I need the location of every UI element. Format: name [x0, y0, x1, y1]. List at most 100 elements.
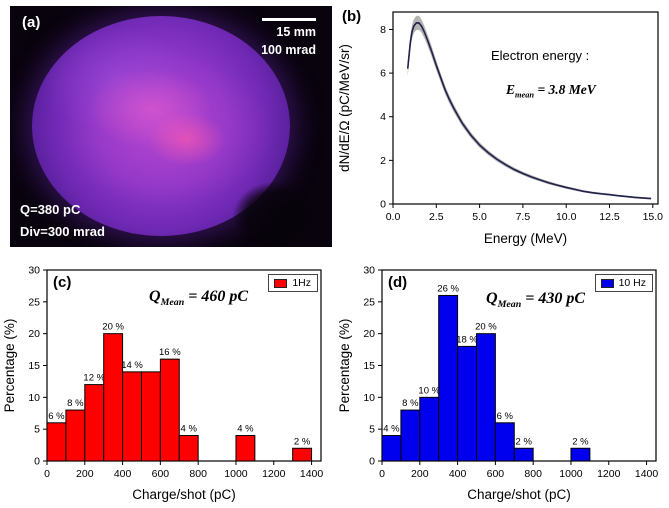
scale-bar	[262, 18, 316, 21]
svg-text:200: 200	[411, 468, 429, 480]
svg-text:2 %: 2 %	[516, 436, 533, 447]
svg-text:6 %: 6 %	[48, 411, 65, 422]
svg-text:10: 10	[363, 392, 375, 404]
svg-text:8: 8	[380, 24, 386, 36]
panel-label-b: (b)	[342, 8, 362, 25]
svg-text:2: 2	[380, 155, 386, 167]
svg-text:26 %: 26 %	[437, 283, 459, 294]
svg-text:10.0: 10.0	[556, 211, 577, 223]
legend-label-10hz: 10 Hz	[618, 277, 646, 289]
legend-1hz: 1Hz	[268, 274, 318, 292]
svg-text:1000: 1000	[224, 468, 248, 480]
svg-text:1200: 1200	[597, 468, 621, 480]
panel-b-energy-spectrum: 0.0 2.5 5.0 7.5 10.0 12.5 15.0 0 2 4 6 8 Energy (MeV…	[336, 2, 667, 250]
svg-text:25: 25	[363, 296, 375, 308]
svg-text:6: 6	[380, 68, 386, 80]
qmean-symbol: Q	[486, 290, 498, 307]
svg-text:6 %: 6 %	[497, 411, 514, 422]
charge-label: Q=380 pC	[20, 202, 81, 217]
svg-text:15: 15	[363, 360, 375, 372]
emean-subscript: mean	[515, 90, 535, 100]
panel-label-a: (a)	[22, 14, 41, 31]
svg-text:0: 0	[34, 456, 40, 468]
scale-bar-group: 15 mm 100 mrad	[261, 18, 316, 59]
svg-text:2.5: 2.5	[429, 211, 444, 223]
svg-text:4 %: 4 %	[237, 424, 254, 435]
histogram-1hz-chart: 0 200 400 600 800 1000 1200 1400 0 5 10 15 20 25 30 Cha…	[2, 265, 324, 503]
qmean-subscript: Mean	[497, 299, 522, 311]
panel-c-histogram-1hz: 0 200 400 600 800 1000 1200 1400 0 5 10 15 20 25 30 Cha…	[1, 256, 334, 506]
svg-text:20: 20	[28, 328, 40, 340]
qmean-symbol: Q	[149, 288, 161, 305]
svg-text:30: 30	[28, 265, 40, 277]
svg-text:10: 10	[28, 392, 40, 404]
svg-text:18 %: 18 %	[456, 334, 478, 345]
svg-text:1400: 1400	[635, 468, 659, 480]
legend-label-1hz: 1Hz	[292, 277, 311, 289]
panel-d-histogram-10hz: 0 200 400 600 800 1000 1200 1400 0 5 10 15 20 25 30 Cha…	[336, 256, 669, 506]
svg-text:0: 0	[379, 468, 385, 480]
svg-text:12.5: 12.5	[599, 211, 620, 223]
svg-text:4: 4	[380, 111, 386, 123]
scale-divergence-label: 100 mrad	[261, 42, 316, 57]
svg-text:1000: 1000	[559, 468, 583, 480]
svg-text:200: 200	[76, 468, 94, 480]
svg-text:4 %: 4 %	[181, 424, 198, 435]
mean-charge-annotation-1hz: QMean = 460 pC	[149, 288, 248, 308]
svg-text:14 %: 14 %	[121, 360, 143, 371]
svg-text:0: 0	[369, 456, 375, 468]
svg-text:8 %: 8 %	[67, 398, 84, 409]
svg-text:600: 600	[487, 468, 505, 480]
qmean-value: = 430 pC	[521, 290, 586, 307]
svg-text:20 %: 20 %	[102, 322, 124, 333]
legend-swatch-blue	[600, 278, 614, 288]
qmean-subscript: Mean	[160, 297, 185, 309]
svg-text:5: 5	[34, 424, 40, 436]
panel-label-c: (c)	[53, 274, 72, 291]
svg-text:Percentage (%): Percentage (%)	[2, 319, 17, 413]
svg-text:2 %: 2 %	[572, 436, 589, 447]
svg-text:Charge/shot (pC): Charge/shot (pC)	[467, 487, 571, 502]
emean-symbol: E	[506, 82, 516, 97]
svg-text:5: 5	[369, 424, 375, 436]
svg-text:2 %: 2 %	[294, 436, 311, 447]
svg-text:5.0: 5.0	[472, 211, 487, 223]
svg-text:1200: 1200	[262, 468, 286, 480]
svg-text:1400: 1400	[300, 468, 324, 480]
qmean-value: = 460 pC	[184, 288, 249, 305]
scale-length-label: 15 mm	[276, 25, 316, 39]
svg-text:30: 30	[363, 265, 375, 277]
svg-text:8 %: 8 %	[402, 398, 419, 409]
svg-text:600: 600	[152, 468, 170, 480]
mean-energy-annotation: Emean = 3.8 MeV	[506, 82, 596, 100]
svg-text:25: 25	[28, 296, 40, 308]
svg-text:Charge/shot (pC): Charge/shot (pC)	[132, 487, 236, 502]
svg-text:400: 400	[449, 468, 467, 480]
svg-text:16 %: 16 %	[159, 347, 181, 358]
panel-a-beam-image: (a) 15 mm 100 mrad Q=380 pC Div=300 mrad	[10, 6, 332, 247]
svg-text:dN/dE/Ω (pC/MeV/sr): dN/dE/Ω (pC/MeV/sr)	[337, 44, 352, 172]
svg-text:4 %: 4 %	[383, 424, 400, 435]
svg-text:800: 800	[524, 468, 542, 480]
emean-value: = 3.8 MeV	[534, 82, 596, 97]
electron-energy-title: Electron energy :	[491, 48, 590, 63]
beam-shadow-region	[215, 166, 325, 247]
svg-text:0: 0	[44, 468, 50, 480]
svg-text:20 %: 20 %	[475, 322, 497, 333]
mean-charge-annotation-10hz: QMean = 430 pC	[486, 290, 585, 310]
legend-10hz: 10 Hz	[594, 274, 653, 292]
svg-text:0: 0	[380, 199, 386, 211]
svg-text:20: 20	[363, 328, 375, 340]
svg-text:Percentage (%): Percentage (%)	[337, 319, 352, 413]
panel-label-d: (d)	[388, 274, 408, 291]
svg-text:0.0: 0.0	[386, 211, 401, 223]
legend-swatch-red	[274, 278, 288, 288]
energy-spectrum-chart: 0.0 2.5 5.0 7.5 10.0 12.5 15.0 0 2 4 6 8 Energy (MeV…	[337, 11, 664, 246]
divergence-label: Div=300 mrad	[20, 224, 105, 239]
histogram-10hz-chart: 0 200 400 600 800 1000 1200 1400 0 5 10 15 20 25 30 Cha…	[337, 265, 659, 503]
svg-text:15: 15	[28, 360, 40, 372]
svg-text:800: 800	[189, 468, 207, 480]
svg-text:15.0: 15.0	[643, 211, 664, 223]
svg-text:10 %: 10 %	[418, 385, 440, 396]
